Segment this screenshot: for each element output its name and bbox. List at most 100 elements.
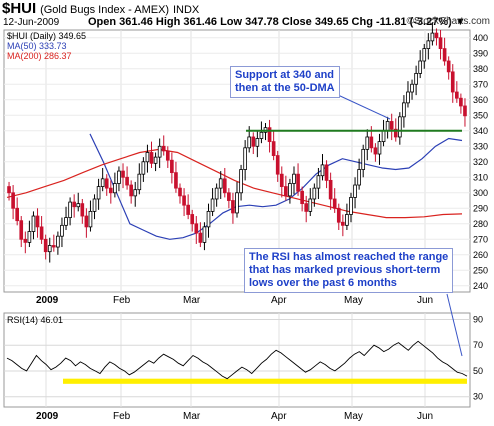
price-candle-body (316, 175, 321, 189)
rsi-y-tick-label: 50 (473, 366, 483, 376)
rsi-x-tick-label: Jun (417, 411, 433, 422)
price-candle-body (31, 215, 36, 232)
rsi-y-tick-label: 70 (473, 340, 483, 350)
price-y-tick-label: 300 (473, 188, 488, 198)
price-candle-body (84, 215, 89, 228)
price-y-tick-label: 340 (473, 126, 488, 136)
index-name: (Gold Bugs Index - AMEX) (40, 4, 170, 16)
ma200-line (6, 148, 463, 219)
rsi-x-tick-label: Mar (183, 411, 201, 422)
price-candle-body (434, 32, 439, 39)
rsi-x-tick-label: Apr (271, 411, 287, 422)
price-candle-body (182, 195, 186, 206)
price-candle-body (68, 201, 72, 218)
rsi-x-tick-label: 2009 (36, 411, 59, 422)
legend-ma50: MA(50) 333.73 (7, 41, 67, 51)
rsi-panel-frame (3, 312, 471, 408)
price-candle-body (96, 186, 101, 200)
price-candle-body (170, 159, 174, 174)
price-panel-frame (3, 29, 471, 293)
support-callout-line (337, 94, 391, 120)
price-candle-body (11, 192, 15, 209)
price-candle-body (218, 178, 223, 189)
price-candle-body (137, 173, 142, 191)
price-candle-body (267, 127, 272, 143)
price-candle-body (336, 207, 341, 223)
price-candle-body (328, 179, 333, 200)
price-y-tick-label: 330 (473, 141, 488, 151)
price-candle-body (324, 164, 329, 181)
price-y-tick-label: 270 (473, 234, 488, 244)
price-candle-body (186, 204, 190, 215)
support-annotation: Support at 340 and then at the 50-DMA (230, 66, 340, 98)
stockcharts-credit: ©StockCharts.com (406, 16, 490, 27)
price-candle-body (312, 187, 317, 200)
price-y-tick-label: 360 (473, 95, 488, 105)
rsi-y-tick-label: 30 (473, 392, 483, 402)
rsi-x-tick-label: May (344, 411, 363, 422)
price-x-tick-label: Mar (183, 295, 201, 306)
price-candle-body (345, 214, 349, 226)
price-candle-body (430, 32, 435, 42)
price-candle-body (227, 192, 231, 201)
price-candle-body (194, 223, 199, 234)
price-candle-body (450, 71, 455, 93)
price-candle-body (279, 173, 284, 187)
price-candle-body (292, 173, 296, 184)
price-candle-body (239, 169, 243, 194)
price-candle-body (27, 231, 32, 243)
price-y-tick-label: 240 (473, 281, 488, 291)
price-candle-body (235, 192, 239, 214)
price-candle-body (446, 60, 451, 73)
price-candle-body (377, 141, 382, 155)
price-x-tick-label: Jun (417, 295, 433, 306)
price-y-tick-label: 350 (473, 110, 488, 120)
price-candle-body (231, 200, 235, 214)
price-candle-body (153, 156, 158, 164)
price-candle-body (255, 138, 260, 147)
legend-price: $HUI (Daily) 349.65 (7, 31, 87, 41)
rsi-y-tick-label: 90 (473, 314, 483, 324)
price-candle-body (271, 141, 276, 156)
price-candle-body (300, 190, 304, 205)
price-candle-body (100, 178, 105, 187)
price-candle-body (296, 173, 300, 192)
price-candle-body (174, 172, 178, 189)
price-candle-body (133, 189, 138, 197)
price-candle-body (381, 130, 386, 143)
price-candle-body (243, 147, 247, 170)
price-candle-body (80, 203, 85, 217)
price-candle-body (145, 152, 150, 163)
price-candle-body (393, 128, 398, 138)
price-candle-body (418, 60, 423, 74)
rsi-annotation: The RSI has almost reached the range tha… (244, 248, 454, 293)
price-y-tick-label: 310 (473, 172, 488, 182)
price-candle-body (178, 187, 182, 197)
price-x-tick-label: Feb (113, 295, 131, 306)
price-candle-body (414, 73, 418, 85)
price-candle-body (259, 131, 264, 139)
price-candle-body (206, 210, 211, 228)
price-candle-body (426, 40, 431, 50)
price-candle-body (161, 145, 166, 152)
price-candle-body (214, 187, 219, 200)
price-candle-body (113, 183, 117, 194)
price-candle-body (121, 170, 125, 178)
price-candle-body (202, 226, 207, 243)
chart-title: $HUI (Gold Bugs Index - AMEX) INDX (2, 0, 199, 17)
price-candle-body (51, 245, 56, 248)
price-candle-body (157, 145, 162, 158)
price-y-tick-label: 260 (473, 250, 488, 260)
price-candle-body (385, 121, 390, 132)
price-x-tick-label: 2009 (36, 295, 59, 306)
price-candle-body (117, 170, 121, 184)
price-candle-body (459, 97, 463, 107)
rsi-callout-line (446, 293, 463, 357)
price-candle-body (365, 136, 370, 150)
price-y-tick-label: 400 (473, 33, 488, 43)
price-candle-body (422, 48, 427, 62)
price-candle-body (210, 198, 215, 212)
price-candle-body (165, 150, 170, 161)
price-candle-body (198, 232, 203, 243)
price-candle-body (369, 136, 374, 149)
